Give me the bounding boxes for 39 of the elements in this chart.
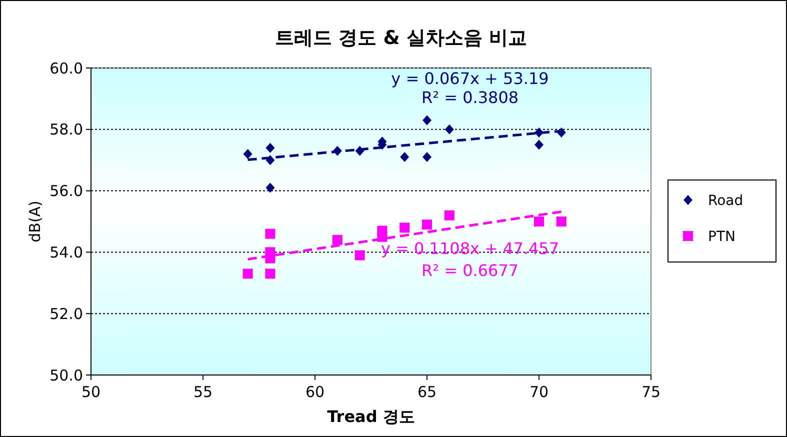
annotation: y = 0.1108x + 47.457 <box>380 239 560 258</box>
y-tick-label: 52.0 <box>50 304 83 323</box>
point <box>534 140 544 150</box>
x-axis-title: Tread 경도 <box>327 407 415 426</box>
point <box>266 142 275 153</box>
y-tick-label: 54.0 <box>50 243 83 262</box>
x-tick-label: 50 <box>81 383 101 401</box>
point <box>265 268 276 279</box>
chart-title: 트레드 경도 & 실차소음 비교 <box>274 27 528 49</box>
legend-label: Road <box>708 192 744 209</box>
legend-label: PTN <box>708 228 736 245</box>
point <box>534 216 544 226</box>
x-tick-label: 60 <box>305 383 325 401</box>
point <box>422 220 432 230</box>
annotation: R² = 0.3808 <box>421 88 519 107</box>
y-axis-title: dB(A) <box>26 200 44 242</box>
x-tick-label: 75 <box>641 383 661 401</box>
point <box>422 152 432 162</box>
x-tick-label: 55 <box>193 383 213 401</box>
y-tick-label: 58.0 <box>50 120 83 139</box>
point <box>354 250 365 260</box>
point <box>243 148 252 159</box>
point <box>265 228 276 239</box>
point <box>266 182 275 193</box>
point <box>242 268 253 279</box>
annotation: y = 0.067x + 53.19 <box>391 69 549 88</box>
point <box>556 216 566 226</box>
point <box>400 222 410 233</box>
point <box>444 210 454 220</box>
point <box>400 152 410 162</box>
annotation: R² = 0.6677 <box>421 261 519 280</box>
y-tick-label: 50.0 <box>50 366 83 384</box>
y-tick-label: 60.0 <box>50 59 83 78</box>
x-tick-label: 65 <box>417 383 437 401</box>
point <box>444 124 454 134</box>
point <box>332 234 342 245</box>
x-tick-label: 70 <box>529 383 549 401</box>
point <box>422 115 432 126</box>
y-tick-label: 56.0 <box>50 182 83 200</box>
